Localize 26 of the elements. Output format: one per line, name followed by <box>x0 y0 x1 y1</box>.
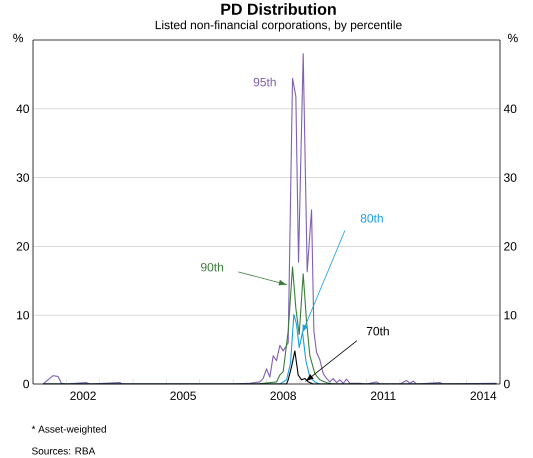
y-axis-title: % <box>13 34 24 42</box>
source-note: Sources: RBA <box>32 447 96 455</box>
y2-tick-label: 30 <box>504 173 516 182</box>
x-tick-label: 2005 <box>170 392 196 400</box>
y-tick-label: 0 <box>23 380 30 388</box>
text: * Asset-weighted <box>32 425 106 435</box>
y2-tick-label: 0 <box>504 380 510 388</box>
text: 70th <box>366 326 389 336</box>
text: 80th <box>360 214 383 223</box>
y2-axis-title: % <box>508 34 518 42</box>
line-series <box>42 53 498 385</box>
x-tick-label: 2014 <box>470 392 496 400</box>
x-tick-label: 2011 <box>370 392 396 400</box>
y-tick-label: 20 <box>16 242 30 251</box>
y2-tick-label: 10 <box>504 310 516 320</box>
series-label: 95th <box>254 78 276 86</box>
y-tick-label: 40 <box>16 104 30 114</box>
y-tick-label: 30 <box>16 173 30 182</box>
chart-subtitle: Listed non-financial corporations, by percentile <box>156 20 402 32</box>
y2-tick-label: 40 <box>504 104 516 114</box>
y2-tick-label: 20 <box>504 242 516 251</box>
chart-title: PD Distribution <box>221 3 336 15</box>
x-tick-label: 2002 <box>70 392 96 400</box>
y-tick-label: 10 <box>17 310 30 320</box>
x-tick-label: 2008 <box>270 392 296 400</box>
text: 90th <box>201 262 224 272</box>
